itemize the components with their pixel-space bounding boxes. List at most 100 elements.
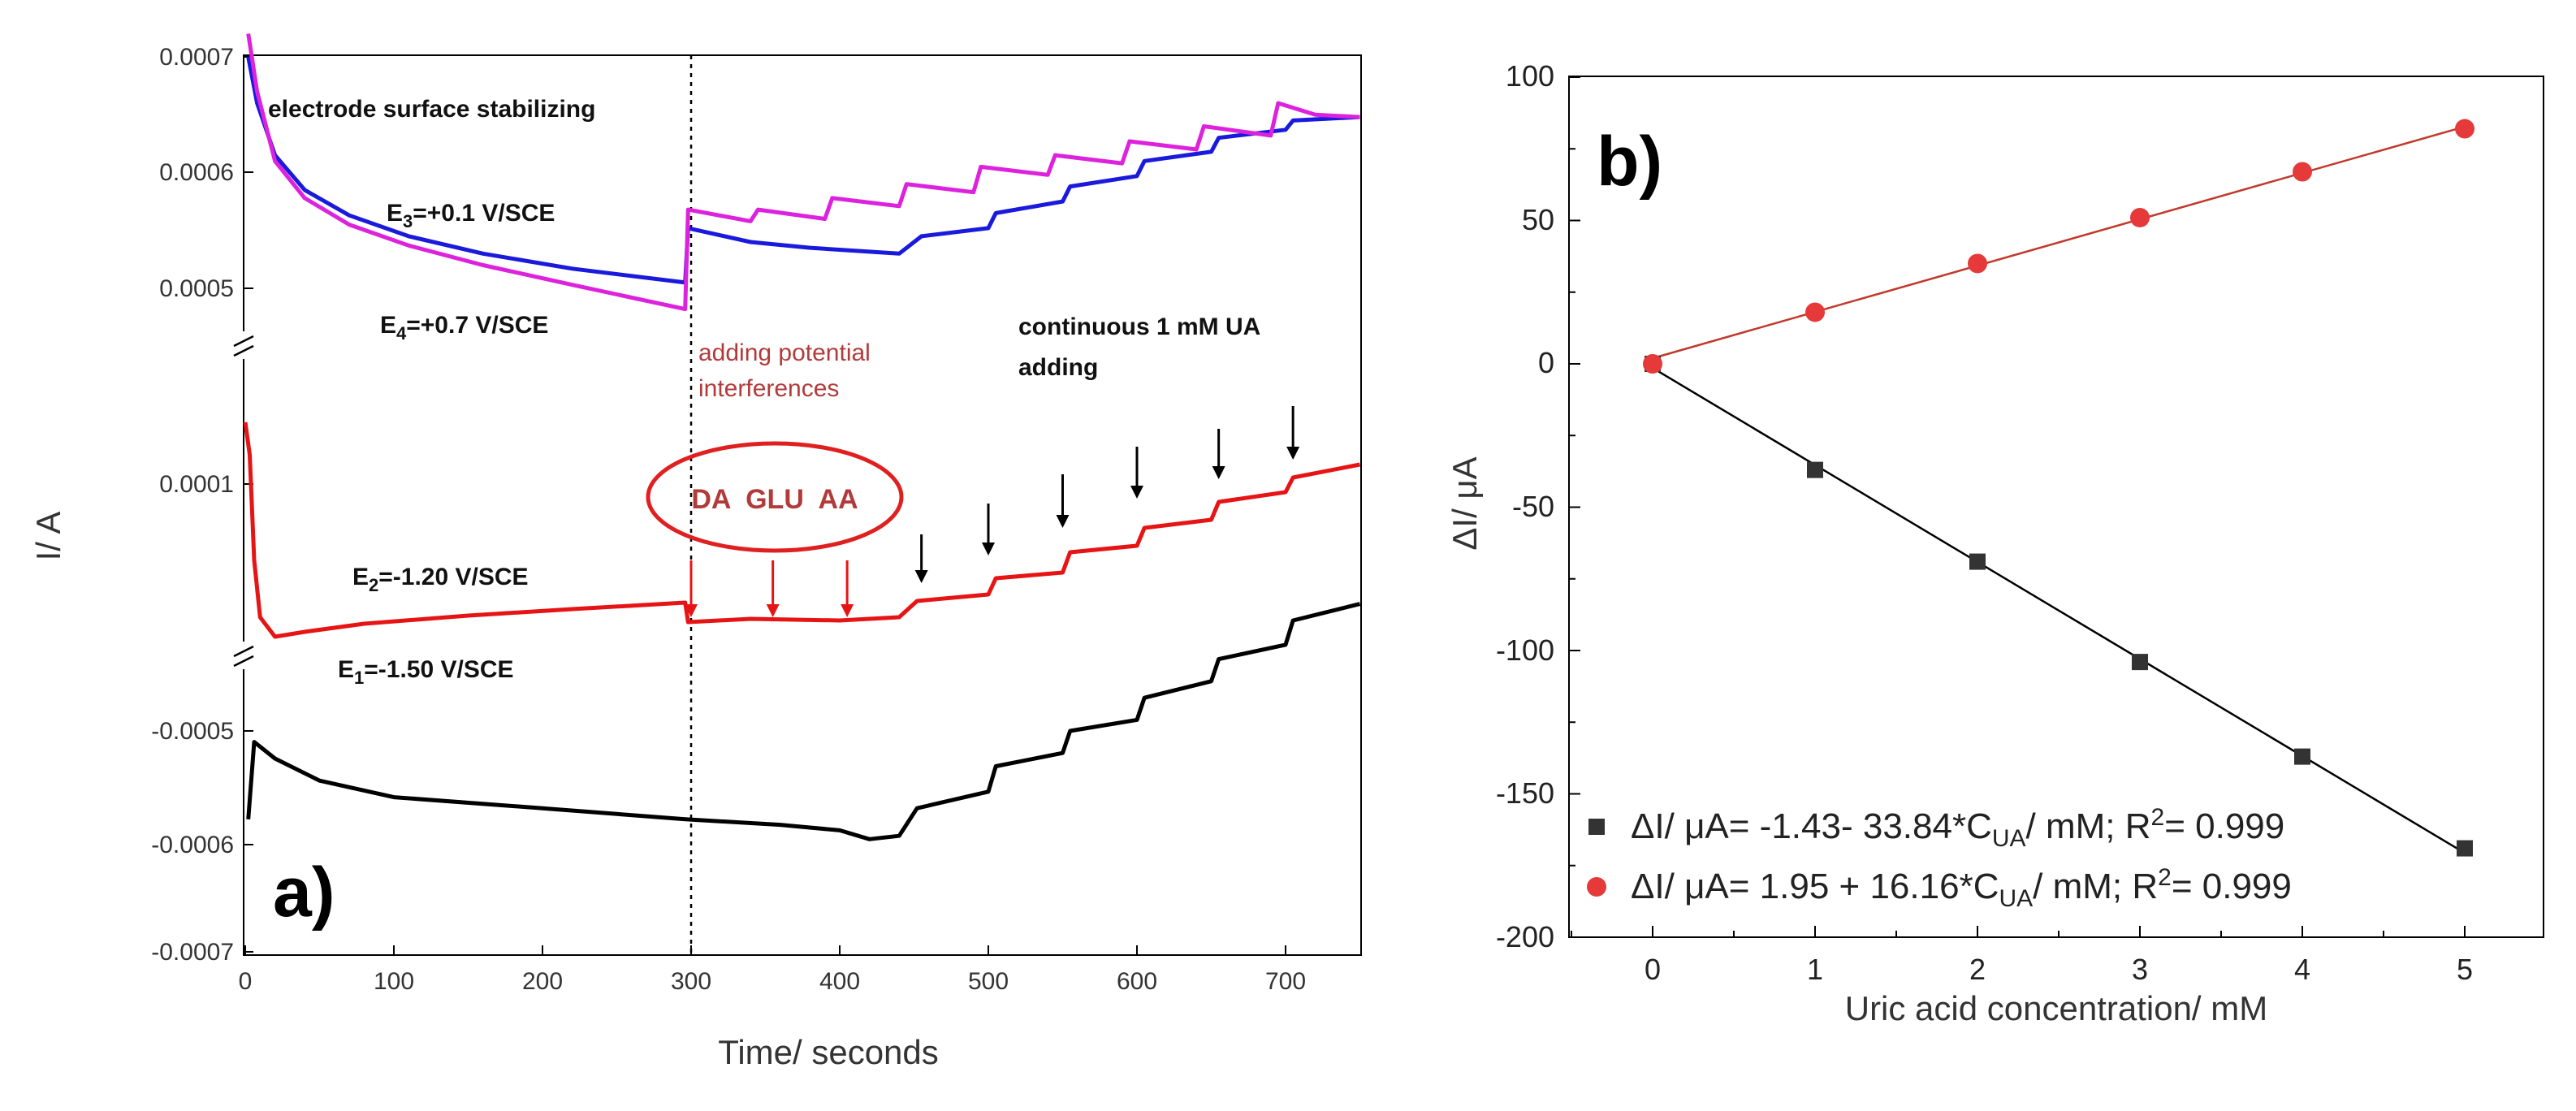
data-point-square — [2132, 654, 2148, 671]
b-xtick-label: 5 — [2457, 953, 2473, 986]
arrow-ua-addition — [982, 504, 995, 556]
a-xtick-label: 300 — [671, 968, 711, 995]
legend-red-sub: UA — [1999, 885, 2033, 912]
a-ytick-label: 0.0005 — [159, 275, 234, 302]
a-ytick-label: -0.0006 — [151, 832, 234, 858]
series-label-e3-main: E — [387, 200, 403, 227]
interferences-line-1: adding potential — [698, 339, 871, 366]
panel-a-plot-frame — [243, 54, 1362, 956]
data-point-circle — [2130, 207, 2150, 227]
legend-entry-red: ΔI/ μA= 1.95 + 16.16*CUA/ mM; R2= 0.999 — [1631, 864, 2292, 912]
series-label-e2: E2=-1.20 V/SCE — [352, 564, 529, 595]
data-point-circle — [1643, 354, 1662, 374]
legend-marker-black-square — [1588, 819, 1605, 835]
arrow-interferent — [766, 560, 780, 617]
series-line-e3 — [246, 56, 1360, 285]
interferent-names: DA GLU AA — [691, 484, 858, 515]
legend: ΔI/ μA= -1.43- 33.84*CUA/ mM; R2= 0.999 … — [1587, 804, 2292, 912]
series-label-e4: E4=+0.7 V/SCE — [380, 312, 548, 344]
interferences-line-2: interferences — [698, 375, 839, 402]
y-axis-break-upper — [233, 335, 254, 357]
panel-b-chart: 100 50 0 -50 -100 -150 -200 0 1 2 3 4 5 … — [1446, 59, 2544, 1027]
a-xtick-label: 100 — [374, 968, 414, 995]
arrow-ua-addition — [1212, 429, 1225, 479]
series-label-e1-main: E — [338, 656, 354, 683]
b-ytick-label: -50 — [1512, 490, 1554, 523]
fit-line-red — [1652, 125, 2466, 360]
a-xtick-label: 200 — [522, 968, 563, 995]
stabilizing-annotation: electrode surface stabilizing — [268, 96, 595, 123]
data-point-circle — [1805, 302, 1825, 322]
b-xtick-label: 1 — [1807, 953, 1823, 986]
series-label-e1: E1=-1.50 V/SCE — [338, 656, 514, 688]
legend-red-sup: 2 — [2158, 864, 2172, 891]
panel-b-series — [1643, 119, 2474, 857]
y-axis-break-lower — [233, 645, 254, 668]
b-xtick-label: 4 — [2294, 953, 2310, 986]
panel-label-a: a) — [273, 854, 335, 932]
b-x-axis-title: Uric acid concentration/ mM — [1845, 989, 2268, 1027]
series-line-e2 — [243, 421, 1360, 639]
legend-black-sup: 2 — [2151, 804, 2165, 831]
fit-line-black — [1652, 366, 2466, 854]
legend-marker-red-circle — [1587, 877, 1606, 897]
arrow-ua-addition — [914, 534, 928, 583]
a-xtick-label: 700 — [1265, 968, 1306, 995]
data-point-circle — [2293, 162, 2312, 182]
a-ytick-label: -0.0007 — [151, 939, 234, 966]
a-ytick-label: 0.0006 — [159, 159, 234, 186]
series-label-e3: E3=+0.1 V/SCE — [387, 200, 555, 231]
data-point-square — [2457, 840, 2473, 857]
a-ytick-label: 0.0001 — [159, 471, 234, 498]
series-line-e4 — [246, 33, 1360, 312]
arrow-interferent — [841, 560, 854, 617]
b-ytick-label: -200 — [1496, 920, 1554, 953]
legend-black-sub: UA — [1992, 825, 2026, 852]
legend-red-mid: / mM; R — [2033, 867, 2158, 906]
series-label-e1-sub: 1 — [354, 668, 364, 688]
b-ytick-label: -150 — [1496, 776, 1554, 810]
series-label-e3-sub: 3 — [403, 211, 413, 231]
a-ytick-label: 0.0007 — [159, 44, 234, 71]
arrow-ua-addition — [1056, 474, 1070, 528]
a-xtick-label: 400 — [819, 968, 860, 995]
data-point-circle — [1968, 253, 1987, 274]
a-xtick-label: 500 — [968, 968, 1009, 995]
b-y-axis-title: ΔI/ μA — [1446, 456, 1484, 550]
interferent-ellipse — [646, 441, 904, 553]
panel-label-b: b) — [1597, 123, 1662, 201]
legend-black-post: = 0.999 — [2164, 806, 2284, 846]
legend-black-mid: / mM; R — [2026, 806, 2151, 846]
series-label-e2-rest: =-1.20 V/SCE — [378, 564, 528, 590]
a-xtick-label: 0 — [239, 968, 253, 995]
continuous-line-2: adding — [1018, 354, 1098, 381]
series-label-e4-sub: 4 — [396, 323, 407, 344]
interferences-annotation: adding potential interferences — [698, 339, 877, 402]
panel-a-chart: 0.0007 0.0006 0.0005 0.0001 -0.0005 -0.0… — [29, 33, 1362, 1071]
b-xtick-label: 2 — [1969, 953, 1986, 986]
series-label-e3-rest: =+0.1 V/SCE — [413, 200, 555, 227]
series-label-e4-rest: =+0.7 V/SCE — [406, 312, 548, 339]
arrow-ua-addition — [1286, 406, 1300, 460]
data-point-circle — [2455, 119, 2474, 139]
arrow-ua-addition — [1130, 447, 1143, 499]
arrow-interferent — [685, 560, 698, 617]
legend-entry-black: ΔI/ μA= -1.43- 33.84*CUA/ mM; R2= 0.999 — [1631, 804, 2284, 852]
a-x-axis-title: Time/ seconds — [718, 1033, 939, 1071]
data-point-square — [1969, 553, 1986, 570]
b-ytick-label: 100 — [1506, 59, 1554, 93]
series-label-e2-main: E — [352, 564, 369, 590]
series-line-e1 — [246, 602, 1361, 841]
ua-addition-arrows — [914, 406, 1300, 583]
b-ytick-label: 0 — [1538, 346, 1554, 379]
b-xtick-label: 0 — [1645, 953, 1661, 986]
data-point-square — [1807, 461, 1823, 478]
series-label-e2-sub: 2 — [369, 575, 378, 595]
legend-black-pre: ΔI/ μA= -1.43- 33.84*C — [1631, 806, 1992, 846]
a-ytick-label: -0.0005 — [151, 718, 234, 745]
a-y-axis-title: I/ A — [29, 512, 67, 561]
continuous-annotation: continuous 1 mM UA adding — [1018, 313, 1267, 381]
b-ytick-label: -100 — [1496, 633, 1554, 667]
series-label-e4-main: E — [380, 312, 396, 339]
